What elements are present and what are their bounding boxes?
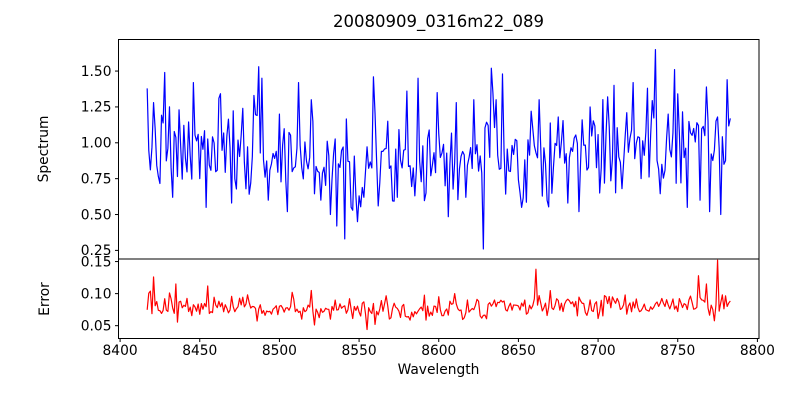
spectrum-flux-line [146,48,731,250]
x-tick-label: 8400 [103,343,138,359]
x-tick-label: 8450 [182,343,217,359]
error-y-tick-label: 0.10 [81,286,112,302]
x-tick-label: 8600 [421,343,456,359]
chart-title: 20080909_0316m22_089 [332,12,545,31]
error-y-tick-label: 0.05 [81,318,112,334]
spectrum-y-axis-label: Spectrum [36,115,52,183]
spectrum-y-tick-label: 0.25 [81,243,112,259]
spectrum-y-tick-label: 0.50 [81,207,112,223]
x-tick-label: 8650 [501,343,536,359]
spectrum-y-tick-label: 1.25 [81,100,112,116]
x-tick-label: 8800 [740,343,775,359]
spectrum-y-tick-label: 0.75 [81,171,112,187]
x-axis-label: Wavelength [397,362,480,378]
spectrum-error-line [146,259,731,331]
x-tick-label: 8550 [342,343,377,359]
x-tick-label: 8500 [262,343,297,359]
error-y-axis-label: Error [37,282,53,316]
x-tick-label: 8700 [581,343,616,359]
plot-frame [118,39,760,339]
error-y-tick-label: 0.15 [81,254,112,270]
spectrum-y-tick-label: 1.00 [81,136,112,152]
spectrum-y-tick-label: 1.50 [81,64,112,80]
x-tick-label: 8750 [660,343,695,359]
